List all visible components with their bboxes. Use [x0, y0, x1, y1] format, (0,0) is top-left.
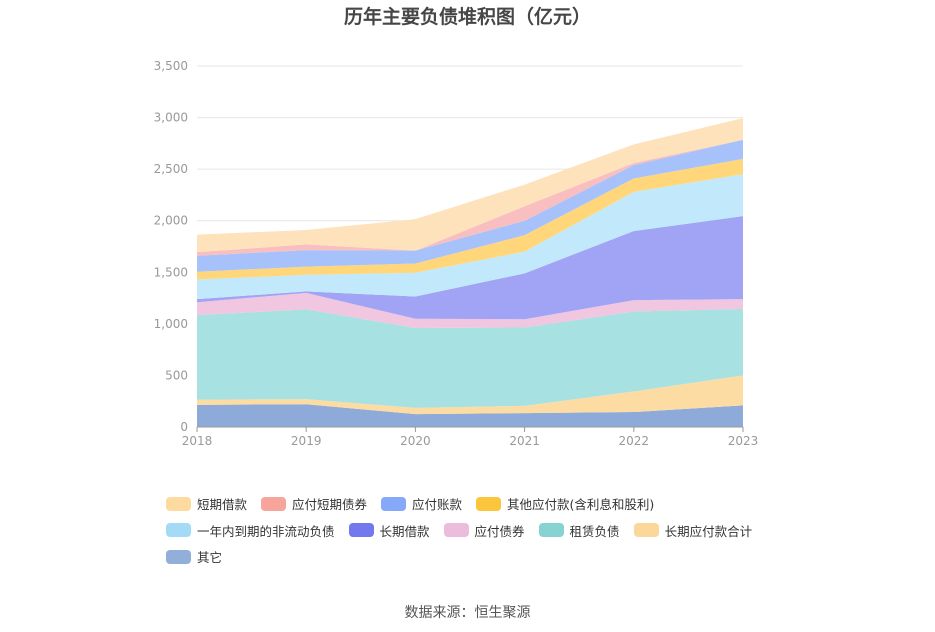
legend-swatch: [166, 549, 191, 564]
legend-item[interactable]: 长期应付款合计: [633, 520, 753, 540]
x-tick-label: 2020: [400, 434, 431, 448]
legend-swatch: [476, 496, 502, 511]
legend-label: 其它: [197, 550, 223, 565]
legend-row: 短期借款 应付短期债券 应付账款 其他应付款(含利息和股利): [166, 493, 866, 520]
x-tick-label: 2023: [728, 434, 759, 448]
x-tick-label: 2021: [509, 434, 540, 448]
legend-item[interactable]: 长期借款: [348, 520, 430, 540]
area-series: [197, 174, 743, 300]
legend-label: 其他应付款(含利息和股利): [507, 497, 655, 512]
legend-label: 一年内到期的非流动负债: [197, 523, 335, 539]
legend-row: 一年内到期的非流动负债 长期借款 应付债券 租赁负债 长期应付款合计: [166, 520, 866, 547]
area-series: [197, 216, 743, 320]
legend-label: 应付短期债券: [292, 497, 368, 512]
y-tick-label: 2,500: [154, 162, 188, 176]
legend-label: 应付债券: [474, 523, 525, 539]
y-tick-label: 0: [180, 420, 188, 434]
area-series: [197, 404, 743, 427]
legend-item[interactable]: 应付账款: [381, 493, 462, 513]
legend-label: 租赁负债: [569, 523, 620, 539]
area-series: [197, 139, 743, 272]
legend-item[interactable]: 租赁负债: [538, 520, 620, 540]
x-tick-label: 2022: [619, 434, 650, 448]
area-series: [197, 118, 743, 253]
legend-swatch: [348, 523, 374, 537]
legend-item[interactable]: 其它: [166, 546, 222, 566]
legend-swatch: [261, 496, 287, 511]
legend-swatch: [538, 523, 564, 537]
area-layers: [197, 118, 743, 427]
axes: 0 500 1,000 1,500 2,000 2,500 3,000 3,500 2018 20…: [154, 59, 759, 448]
legend-row: 其它: [166, 546, 866, 573]
legend-swatch: [443, 523, 469, 537]
legend-item[interactable]: 一年内到期的非流动负债: [166, 520, 335, 540]
y-tick-label: 3,000: [154, 111, 188, 125]
legend-item[interactable]: 应付债券: [443, 520, 525, 540]
area-series: [197, 292, 743, 328]
legend-label: 应付账款: [412, 497, 463, 512]
legend-label: 长期应付款合计: [664, 523, 753, 539]
chart-title: 历年主要负债堆积图（亿元）: [343, 6, 591, 28]
source-note: 数据来源：恒生聚源: [404, 605, 531, 621]
area-series: [197, 139, 743, 256]
legend-swatch: [381, 496, 407, 511]
legend: 短期借款 应付短期债券 应付账款 其他应付款(含利息和股利) 一年内到期的非流动负债 长期…: [166, 493, 866, 573]
area-series: [197, 158, 743, 280]
legend-label: 长期借款: [379, 523, 430, 539]
legend-swatch: [633, 523, 659, 537]
area-series: [197, 375, 743, 415]
legend-label: 短期借款: [197, 497, 248, 512]
legend-item[interactable]: 其他应付款(含利息和股利): [476, 493, 654, 513]
legend-swatch: [166, 523, 191, 537]
y-tick-label: 3,500: [154, 59, 188, 73]
y-tick-label: 500: [165, 368, 188, 382]
legend-swatch: [166, 496, 191, 511]
y-tick-label: 1,000: [154, 317, 188, 331]
y-tick-label: 2,000: [154, 214, 188, 228]
x-tick-label: 2018: [182, 434, 213, 448]
y-tick-label: 1,500: [154, 265, 188, 279]
legend-item[interactable]: 应付短期债券: [261, 493, 367, 513]
legend-item[interactable]: 短期借款: [166, 493, 247, 513]
area-series: [197, 308, 743, 408]
x-tick-label: 2019: [291, 434, 322, 448]
